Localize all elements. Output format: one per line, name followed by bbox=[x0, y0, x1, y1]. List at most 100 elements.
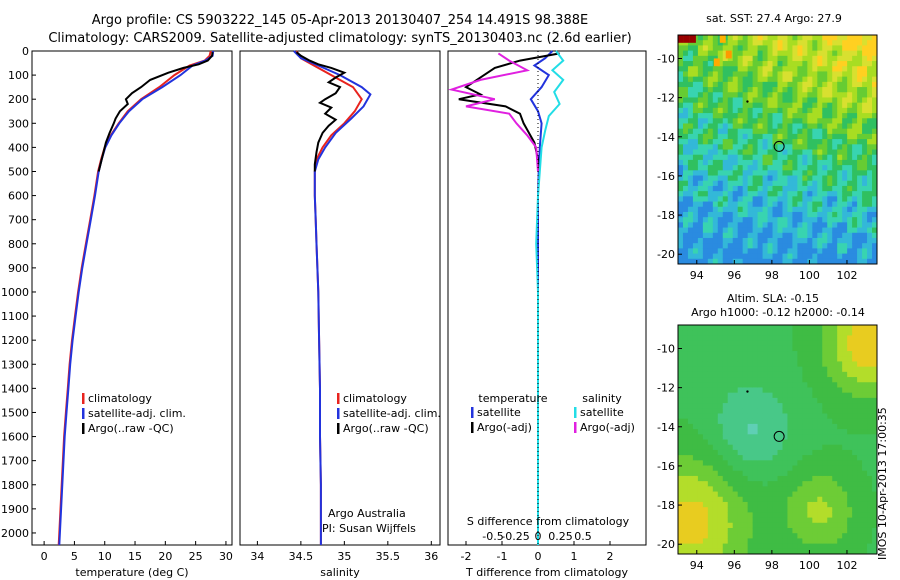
sla_map-cell bbox=[812, 455, 818, 461]
sla_map-cell bbox=[692, 512, 699, 519]
sst_map-cell bbox=[792, 66, 798, 72]
sla_map-cell bbox=[678, 507, 684, 513]
sla_map-cell bbox=[727, 361, 734, 368]
difference-xtick-label: -2 bbox=[461, 550, 472, 563]
sla_map-cell bbox=[702, 496, 709, 503]
sst_map-cell bbox=[707, 170, 714, 177]
sla_map-cell bbox=[712, 501, 719, 508]
sla_map-cell bbox=[802, 382, 808, 388]
sst_map-cell bbox=[737, 113, 744, 119]
temperature-ytick-label: 1200 bbox=[1, 334, 29, 347]
sla_map-cell bbox=[707, 351, 714, 357]
sst_map-cell bbox=[727, 201, 734, 208]
sla_map-cell bbox=[732, 496, 739, 503]
sst_map-cell bbox=[842, 113, 848, 119]
sst_map-cell bbox=[792, 97, 798, 104]
sla_map-cell bbox=[807, 371, 813, 378]
sla_map-cell bbox=[787, 538, 793, 545]
sla_map-cell bbox=[727, 423, 734, 430]
sla_map-cell bbox=[852, 423, 858, 430]
sla_map-cell bbox=[717, 335, 724, 342]
sst_map-cell bbox=[852, 237, 858, 244]
sst_map-cell bbox=[732, 175, 739, 182]
sla_map-cell bbox=[772, 330, 778, 336]
sla_map-cell bbox=[727, 429, 734, 435]
sla_map-cell bbox=[712, 439, 719, 446]
sst_map-cell bbox=[832, 66, 838, 72]
sst_map-cell bbox=[678, 175, 684, 182]
sst_map-cell bbox=[817, 248, 823, 255]
sst_map-cell bbox=[842, 61, 848, 67]
sla_map-cell bbox=[707, 548, 714, 555]
sst_map-cell bbox=[857, 154, 863, 161]
difference-xtick-label: 0 bbox=[535, 550, 542, 563]
sst_map-cell bbox=[797, 149, 803, 156]
sst_map-cell bbox=[762, 92, 769, 98]
diff-legend-header-salinity: salinity bbox=[582, 392, 622, 405]
sla_map-cell bbox=[847, 501, 853, 508]
sst_map-cell bbox=[692, 253, 699, 260]
sst_map-cell bbox=[727, 165, 734, 171]
sla_map-cell bbox=[872, 449, 878, 456]
sla_map-cell bbox=[767, 397, 774, 404]
sla_map-cell bbox=[827, 361, 833, 368]
sla_map-cell bbox=[802, 361, 808, 368]
sst_map-cell bbox=[717, 113, 724, 119]
sla_map-cell bbox=[852, 475, 858, 482]
sla_map-cell bbox=[767, 345, 774, 352]
temperature-legend-label: Argo(..raw -QC) bbox=[88, 422, 174, 435]
sst_map-cell bbox=[782, 185, 788, 192]
sst_map-cell bbox=[792, 128, 798, 135]
sla_map-cell bbox=[687, 496, 694, 503]
sla_map-cell bbox=[847, 340, 853, 347]
sst_map-cell bbox=[697, 237, 704, 244]
sst_map-cell bbox=[747, 123, 754, 130]
sla_map-cell bbox=[727, 460, 734, 467]
sla_map-cell bbox=[872, 512, 878, 519]
sst_map-cell bbox=[807, 61, 813, 67]
sla_map-cell bbox=[697, 330, 704, 336]
sla_map-cell bbox=[707, 533, 714, 539]
sst_map-cell bbox=[787, 50, 793, 57]
sla_map-cell bbox=[678, 439, 684, 446]
sla_map-cell bbox=[797, 533, 803, 539]
sla_map-cell bbox=[817, 434, 823, 440]
sst_map-cell bbox=[742, 35, 749, 41]
sla_map-cell bbox=[732, 371, 739, 378]
sla_map-cell bbox=[777, 403, 783, 409]
sst_map-cell bbox=[827, 133, 833, 140]
sst_map-cell bbox=[852, 133, 858, 140]
sst_map-cell bbox=[692, 243, 699, 249]
sst_map-cell bbox=[847, 118, 853, 124]
sst_map-cell bbox=[678, 97, 684, 104]
sla_map-cell bbox=[687, 345, 694, 352]
sst_map-cell bbox=[767, 144, 774, 150]
sla_map-cell bbox=[757, 439, 764, 446]
sst_map-cell bbox=[872, 206, 878, 213]
sla_map-cell bbox=[727, 527, 734, 534]
sst_map-cell bbox=[678, 66, 684, 72]
sst_map-cell bbox=[777, 81, 783, 88]
sla_map-cell bbox=[752, 325, 759, 331]
sla_map-cell bbox=[837, 423, 843, 430]
sla_map-cell bbox=[712, 351, 719, 357]
sla_map-cell bbox=[852, 439, 858, 446]
sla_map-cell bbox=[792, 533, 798, 539]
sst_map-cell bbox=[712, 258, 719, 265]
difference-legend-swatch-sal_sat bbox=[574, 407, 577, 418]
sst_map-cell bbox=[678, 45, 684, 52]
sst_map-cell bbox=[747, 154, 754, 161]
sst_map-cell bbox=[762, 211, 769, 218]
sla_map-cell bbox=[687, 449, 694, 456]
sla_map-cell bbox=[847, 512, 853, 519]
sst_map-cell bbox=[697, 201, 704, 208]
sst_map-cell bbox=[762, 97, 769, 104]
sla_map-cell bbox=[802, 465, 808, 472]
sla_map-cell bbox=[797, 455, 803, 461]
sst_map-cell bbox=[747, 128, 754, 135]
difference-legend-label: Argo(-adj) bbox=[477, 421, 532, 434]
sst_map-cell bbox=[822, 55, 828, 62]
sla_map-cell bbox=[702, 345, 709, 352]
sla_map-cell bbox=[707, 366, 714, 373]
sla_map-cell bbox=[682, 434, 689, 440]
